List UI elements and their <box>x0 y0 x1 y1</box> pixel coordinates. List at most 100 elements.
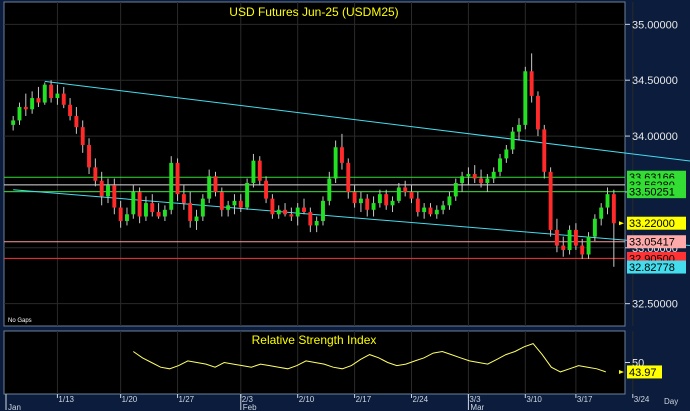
candle-body <box>106 185 110 197</box>
rsi-line <box>133 343 606 373</box>
candle-body <box>542 129 547 172</box>
candle-body <box>491 171 496 179</box>
level-label-box <box>627 185 686 199</box>
candle-body <box>321 200 325 221</box>
trendline <box>13 189 690 246</box>
candle-body <box>226 205 231 210</box>
candle-body <box>156 212 161 217</box>
candle-body <box>308 212 313 226</box>
candle-body <box>510 131 515 150</box>
candles <box>11 53 616 267</box>
candle-body <box>390 200 395 206</box>
rsi-last-label: 43.97 <box>629 367 657 379</box>
y-tick-label: 34.50000 <box>632 75 678 87</box>
candle-body <box>466 174 471 177</box>
candle-body <box>289 214 294 217</box>
candle-body <box>529 71 534 96</box>
candle-body <box>434 209 439 215</box>
candle-body <box>415 198 420 213</box>
candle-body <box>264 180 269 199</box>
rsi-title: Relative Strength Index <box>252 333 377 347</box>
candle-body <box>365 198 370 210</box>
candle-body <box>270 198 275 215</box>
candle-body <box>352 191 357 204</box>
candle-body <box>485 178 490 183</box>
candle-body <box>175 162 180 195</box>
candle-body <box>200 198 205 217</box>
level-label: 32.82778 <box>629 262 675 274</box>
candle-body <box>396 187 401 201</box>
candle-body <box>251 160 256 183</box>
candle-body <box>112 185 117 208</box>
candle-body <box>99 180 104 197</box>
rsi-last-box <box>627 365 662 379</box>
candle-body <box>327 178 332 201</box>
candle-body <box>561 245 566 251</box>
candle-body <box>257 160 262 181</box>
y-tick-label: 32.50000 <box>632 299 678 311</box>
candle-body <box>30 98 35 110</box>
candle-body <box>194 216 199 221</box>
candle-body <box>333 147 338 179</box>
candle-body <box>441 205 446 210</box>
x-axis: 1/13 1/20 1/27 2/3 2/10 2/17 2/24 3/3 3/10 3/17 3/… <box>5 394 650 411</box>
candle-body <box>384 194 389 206</box>
candle-body <box>49 84 54 99</box>
candle-body <box>339 147 344 163</box>
candle-body <box>409 191 414 199</box>
level-label: 33.50251 <box>629 187 675 199</box>
candle-body <box>580 245 585 255</box>
level-label: 33.22000 <box>629 218 675 230</box>
candle-body <box>567 229 572 251</box>
candle-body <box>245 182 250 208</box>
candle-body <box>181 194 186 204</box>
x-tick-label: 3/3 <box>469 395 481 404</box>
candle-body <box>36 98 41 103</box>
candle-body <box>17 107 22 121</box>
level-label-box <box>627 260 686 274</box>
candle-body <box>42 84 47 103</box>
candle-body <box>346 162 351 192</box>
candle-body <box>371 203 376 210</box>
candle-body <box>61 93 66 105</box>
candle-body <box>283 209 288 215</box>
candle-body <box>23 107 28 110</box>
candle-body <box>453 182 458 197</box>
candle-body <box>447 196 452 206</box>
candle-body <box>428 207 433 215</box>
candle-body <box>611 194 616 224</box>
x-tick-label: 1/13 <box>58 395 74 404</box>
candle-body <box>599 207 604 219</box>
month-label: Feb <box>243 403 257 411</box>
level-label-box <box>627 216 686 230</box>
last-price-arrow-icon <box>619 221 624 226</box>
rsi-arrow-icon <box>619 369 624 374</box>
month-label: Mar <box>470 403 484 411</box>
candle-body <box>68 104 73 116</box>
candle-body <box>605 194 610 208</box>
rsi-line-group: 43.97 <box>133 343 662 379</box>
candle-body <box>162 209 167 217</box>
candle-body <box>74 115 79 128</box>
candle-body <box>55 93 60 99</box>
x-tick-label: 2/3 <box>242 395 254 404</box>
x-tick-label: 1/20 <box>122 395 138 404</box>
candle-body <box>498 158 502 172</box>
x-tick-label: 2/24 <box>413 395 429 404</box>
candle-body <box>213 176 218 192</box>
candle-body <box>517 124 521 132</box>
candle-body <box>232 200 237 206</box>
level-label: 33.05417 <box>629 237 675 249</box>
candle-body <box>276 209 281 215</box>
candle-body <box>150 203 155 213</box>
candle-body <box>207 176 212 199</box>
candle-body <box>377 194 382 204</box>
candle-body <box>302 207 306 213</box>
trendlines <box>13 80 690 246</box>
x-tick-label: 3/10 <box>526 395 542 404</box>
candle-body <box>523 71 528 125</box>
x-axis-title: Day <box>664 397 678 406</box>
candle-body <box>295 207 300 217</box>
candle-body <box>460 176 465 183</box>
